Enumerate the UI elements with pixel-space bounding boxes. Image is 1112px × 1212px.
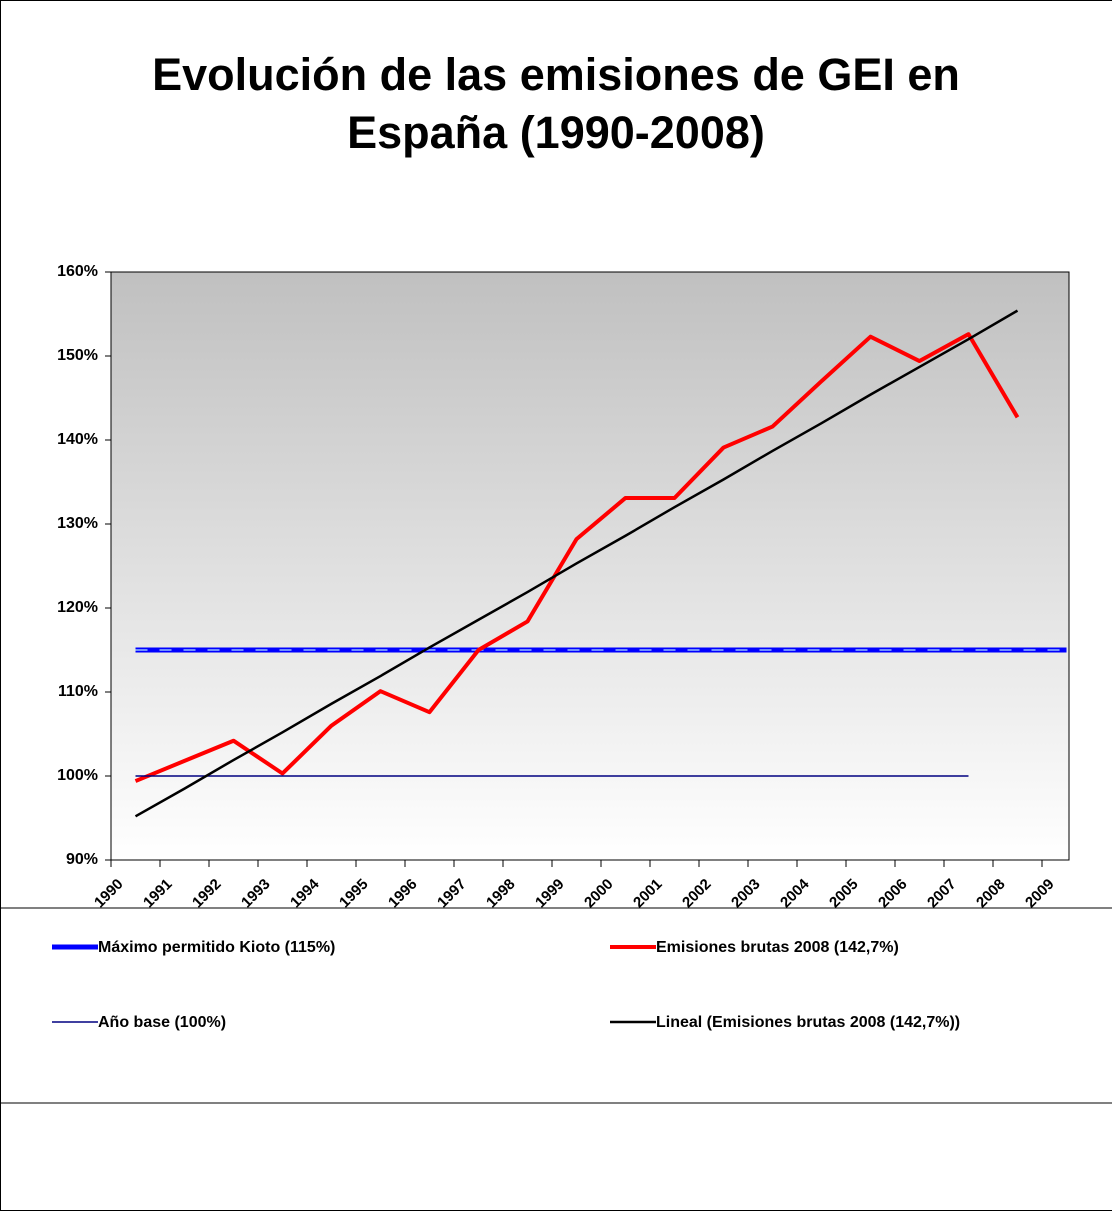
x-tick-label: 2007 bbox=[924, 876, 960, 912]
x-tick-label: 1997 bbox=[434, 876, 470, 912]
x-tick-label: 2001 bbox=[630, 876, 666, 912]
x-tick-label: 1991 bbox=[140, 876, 176, 912]
series-line bbox=[134, 309, 1019, 818]
x-tick-label: 1998 bbox=[483, 876, 519, 912]
y-tick-label: 110% bbox=[58, 683, 98, 700]
x-tick-label: 1992 bbox=[189, 876, 225, 912]
series-line bbox=[134, 332, 1020, 783]
x-tick-label: 1999 bbox=[532, 876, 568, 912]
x-tick-label: 1993 bbox=[238, 876, 274, 912]
legend-label: Lineal (Emisiones brutas 2008 (142,7%)) bbox=[656, 1014, 960, 1031]
y-tick-label: 90% bbox=[66, 851, 98, 868]
y-tick-label: 120% bbox=[57, 599, 98, 616]
legend-label: Año base (100%) bbox=[98, 1014, 226, 1031]
x-tick-label: 2009 bbox=[1022, 876, 1058, 912]
x-tick-label: 1990 bbox=[91, 876, 127, 912]
legend-box bbox=[0, 907, 1112, 1104]
chart-title: Evolución de las emisiones de GEI en Esp… bbox=[152, 49, 960, 158]
x-tick-label: 2000 bbox=[581, 876, 617, 912]
y-tick-label: 100% bbox=[57, 767, 98, 784]
legend-label: Máximo permitido Kioto (115%) bbox=[98, 939, 335, 956]
x-tick-label: 1995 bbox=[336, 876, 372, 912]
plot-area bbox=[110, 271, 1070, 861]
y-tick-label: 130% bbox=[57, 515, 98, 532]
x-tick-label: 1996 bbox=[385, 876, 421, 912]
x-tick-label: 2004 bbox=[777, 875, 813, 911]
y-tick-label: 160% bbox=[57, 263, 98, 280]
x-tick-label: 2008 bbox=[973, 876, 1009, 912]
legend-label: Emisiones brutas 2008 (142,7%) bbox=[656, 939, 899, 956]
x-tick-label: 2002 bbox=[679, 876, 715, 912]
y-tick-label: 150% bbox=[57, 347, 98, 364]
y-tick-label: 140% bbox=[57, 431, 98, 448]
x-tick-label: 2005 bbox=[826, 876, 862, 912]
x-tick-label: 2003 bbox=[728, 876, 764, 912]
x-tick-label: 2006 bbox=[875, 876, 911, 912]
x-tick-label: 1994 bbox=[287, 875, 323, 911]
